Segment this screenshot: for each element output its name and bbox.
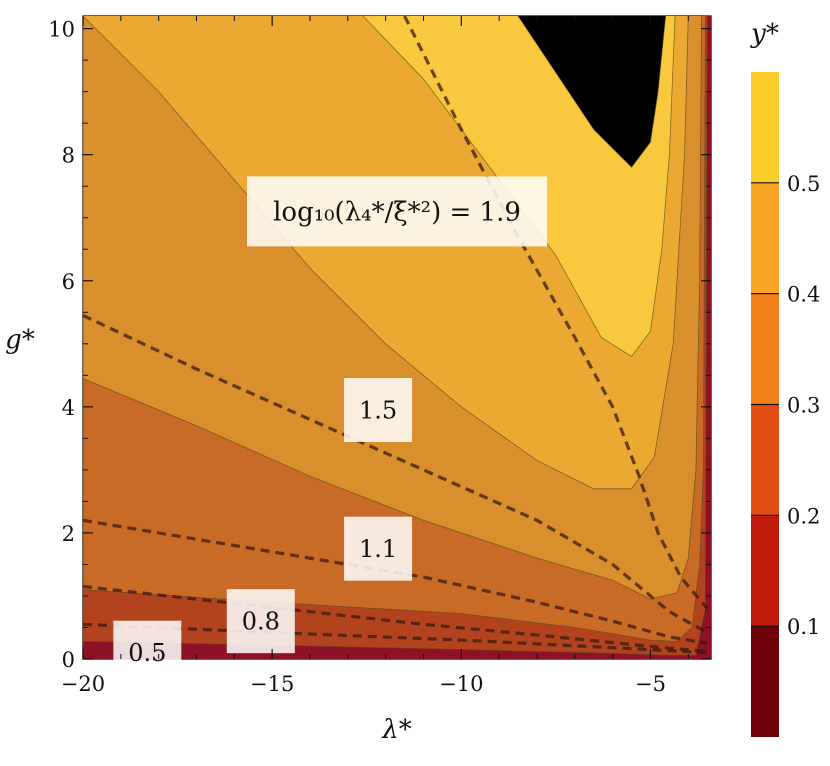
y-tick-label: 8 — [62, 144, 75, 168]
colorbar-segment-3 — [751, 293, 779, 405]
dashed-contour-1 — [83, 313, 708, 634]
dashed-contour-0 — [403, 16, 709, 610]
y-tick-label: 6 — [62, 270, 75, 294]
contour-label-text: 1.1 — [359, 535, 397, 563]
colorbar-segment-5 — [751, 72, 779, 183]
dashed-contour-3 — [83, 584, 708, 654]
y-tick-label: 2 — [62, 522, 75, 546]
x-axis-label: λ* — [381, 715, 411, 745]
x-tick-label: −20 — [61, 672, 105, 696]
band-6-level-0.6 — [517, 16, 667, 168]
filled-contour-bands — [83, 16, 711, 659]
colorbar-tick-label: 0.1 — [787, 615, 820, 639]
contour-label-box — [344, 516, 413, 581]
contour-label-4: 0.5 — [113, 620, 182, 685]
colorbar-segment-1 — [751, 515, 779, 627]
dashed-contour-2 — [83, 518, 708, 645]
contour-label-box — [344, 377, 413, 442]
axes: −20 −15 −10 −5 0 2 4 6 8 10 λ* g* — [5, 16, 711, 745]
contour-label-2: 1.1 — [344, 516, 413, 581]
contour-label-text: 0.5 — [128, 639, 166, 667]
contour-label-box — [247, 176, 547, 247]
y-tick-label: 0 — [62, 648, 75, 672]
x-tick-label: −15 — [250, 672, 294, 696]
colorbar-title: y* — [750, 19, 779, 49]
colorbar-segment-2 — [751, 404, 779, 516]
contour-label-text: 0.8 — [242, 608, 280, 636]
x-tick-label: −10 — [439, 672, 483, 696]
contour-label-0: log₁₀(λ₄*/ξ*²) = 1.9 — [247, 176, 547, 247]
dashed-contour-4 — [83, 622, 708, 655]
contour-labels: log₁₀(λ₄*/ξ*²) = 1.9 1.5 1.1 0.8 0.5 — [113, 176, 547, 685]
contour-label-3: 0.8 — [226, 589, 295, 654]
contour-label-box — [226, 589, 295, 654]
colorbar-segment-0 — [751, 626, 779, 737]
dashed-contour-lines — [83, 16, 709, 655]
contour-label-text: 1.5 — [359, 396, 397, 424]
colorbar-tick-label: 0.4 — [787, 283, 820, 307]
contour-label-1: 1.5 — [344, 377, 413, 442]
y-tick-label: 10 — [48, 18, 75, 42]
x-tick-label: −5 — [635, 672, 666, 696]
contour-label-box — [113, 620, 182, 685]
contour-label-text: log₁₀(λ₄*/ξ*²) = 1.9 — [273, 198, 521, 228]
colorbar: 0.1 0.2 0.3 0.4 0.5 y* — [750, 19, 820, 737]
colorbar-tick-label: 0.3 — [787, 394, 820, 418]
y-tick-label: 4 — [62, 396, 75, 420]
y-axis-label: g* — [5, 325, 35, 355]
colorbar-tick-label: 0.5 — [787, 172, 820, 196]
colorbar-tick-label: 0.2 — [787, 504, 820, 528]
colorbar-segment-4 — [751, 182, 779, 294]
